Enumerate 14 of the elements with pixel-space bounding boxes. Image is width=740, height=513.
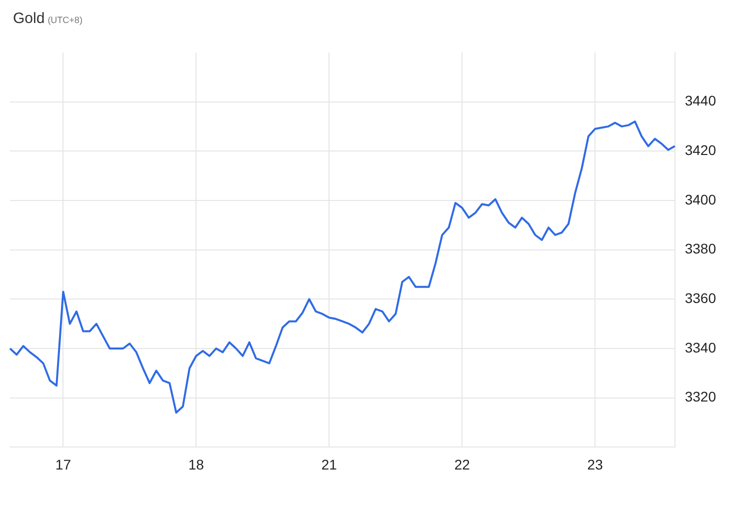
chart-title: Gold (13, 10, 45, 27)
chart-subtitle: (UTC+8) (48, 15, 82, 25)
x-tick-label: 22 (454, 456, 470, 472)
y-tick-label: 3380 (684, 240, 716, 257)
y-tick-label: 3420 (684, 142, 716, 158)
y-tick-label: 3440 (684, 92, 716, 109)
x-tick-label: 23 (587, 456, 604, 472)
x-tick-label: 17 (55, 456, 72, 472)
y-tick-label: 3400 (684, 191, 716, 208)
y-tick-label: 3360 (684, 290, 716, 306)
x-tick-label: 21 (321, 456, 338, 472)
y-tick-label: 3320 (684, 388, 716, 405)
y-tick-label: 3340 (684, 339, 716, 356)
x-tick-label: 18 (188, 456, 204, 472)
